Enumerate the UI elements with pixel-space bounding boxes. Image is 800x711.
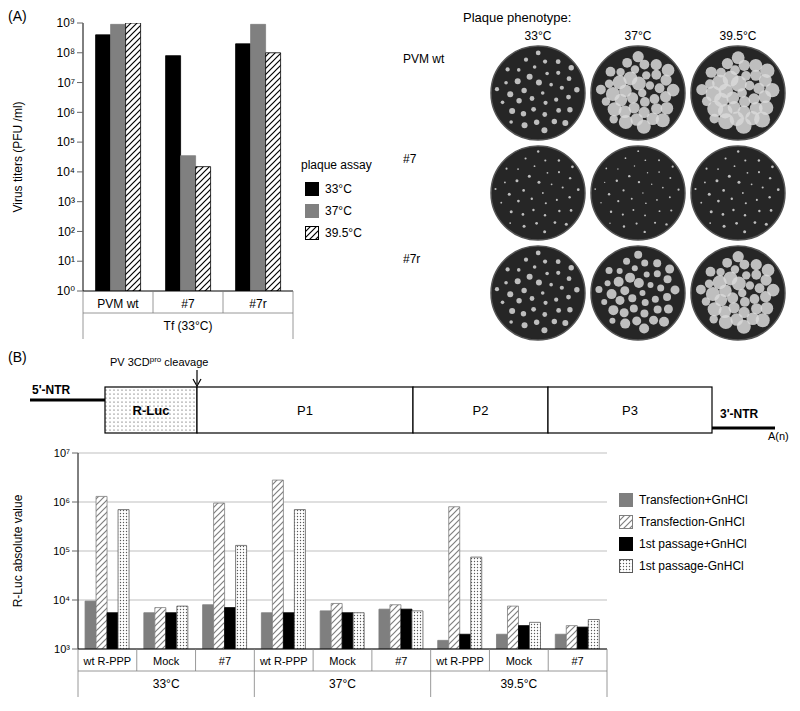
svg-text:Tf (33°C): Tf (33°C)	[164, 319, 213, 333]
svg-text:10⁷: 10⁷	[54, 447, 70, 459]
svg-text:R-Luc absolute value: R-Luc absolute value	[11, 494, 25, 607]
svg-text:P3: P3	[622, 403, 638, 418]
svg-text:P2: P2	[473, 403, 489, 418]
html-text:(A): (A)	[8, 8, 27, 24]
svg-text:10⁶: 10⁶	[57, 106, 75, 120]
svg-text:10³: 10³	[58, 195, 75, 209]
svg-text:R-Luc: R-Luc	[133, 403, 170, 418]
svg-text:A(n): A(n)	[768, 430, 789, 442]
svg-text:PV 3CDpro cleavage: PV 3CDpro cleavage	[110, 355, 208, 368]
svg-text:wt R-PPP: wt R-PPP	[435, 655, 484, 667]
svg-text:10³: 10³	[54, 643, 70, 655]
html-text:Transfection-GnHCl: Transfection-GnHCl	[639, 515, 745, 529]
svg-text:P1: P1	[297, 403, 313, 418]
html-text:37°C: 37°C	[325, 204, 352, 218]
svg-text:#7: #7	[571, 655, 583, 667]
svg-text:#7r: #7r	[403, 252, 420, 266]
svg-text:10⁴: 10⁴	[56, 165, 75, 179]
svg-text:(B): (B)	[8, 349, 27, 365]
svg-text:10⁷: 10⁷	[57, 76, 75, 90]
svg-text:10⁸: 10⁸	[57, 46, 75, 60]
svg-text:10⁹: 10⁹	[57, 16, 76, 30]
svg-text:33°C: 33°C	[525, 29, 552, 43]
svg-text:10⁰: 10⁰	[57, 284, 75, 298]
svg-text:Mock: Mock	[329, 655, 356, 667]
svg-text:#7: #7	[403, 152, 417, 166]
svg-text:#7: #7	[395, 655, 407, 667]
html-text:Transfection+GnHCl: Transfection+GnHCl	[639, 493, 748, 507]
html-text:plaque assay: plaque assay	[301, 158, 372, 172]
svg-text:10²: 10²	[58, 225, 75, 239]
html-text:39.5°C: 39.5°C	[325, 226, 362, 240]
svg-text:10⁶: 10⁶	[53, 496, 70, 508]
svg-text:PVM wt: PVM wt	[403, 52, 445, 66]
svg-text:10¹: 10¹	[58, 254, 75, 268]
svg-text:33°C: 33°C	[153, 677, 180, 691]
svg-text:Mock: Mock	[506, 655, 533, 667]
svg-text:#7r: #7r	[249, 297, 266, 311]
svg-text:#7: #7	[181, 297, 195, 311]
svg-text:3'-NTR: 3'-NTR	[720, 407, 759, 421]
svg-text:wt R-PPP: wt R-PPP	[83, 655, 132, 667]
svg-text:5'-NTR: 5'-NTR	[32, 383, 71, 397]
svg-text:10⁴: 10⁴	[53, 594, 70, 606]
svg-text:PVM wt: PVM wt	[97, 297, 139, 311]
svg-text:wt R-PPP: wt R-PPP	[259, 655, 308, 667]
svg-text:37°C: 37°C	[329, 677, 356, 691]
svg-text:10⁵: 10⁵	[57, 135, 75, 149]
html-text:1st passage+GnHCl: 1st passage+GnHCl	[639, 537, 747, 551]
svg-text:Plaque phenotype:: Plaque phenotype:	[463, 10, 571, 25]
svg-text:Virus titers (PFU /ml): Virus titers (PFU /ml)	[11, 101, 25, 212]
svg-text:#7: #7	[219, 655, 231, 667]
svg-text:39.5°C: 39.5°C	[500, 677, 537, 691]
svg-text:10⁵: 10⁵	[53, 545, 70, 557]
html-text:1st passage-GnHCl: 1st passage-GnHCl	[639, 559, 744, 573]
svg-text:37°C: 37°C	[625, 29, 652, 43]
html-text:33°C: 33°C	[325, 182, 352, 196]
svg-text:Mock: Mock	[153, 655, 180, 667]
svg-text:39.5°C: 39.5°C	[720, 29, 757, 43]
